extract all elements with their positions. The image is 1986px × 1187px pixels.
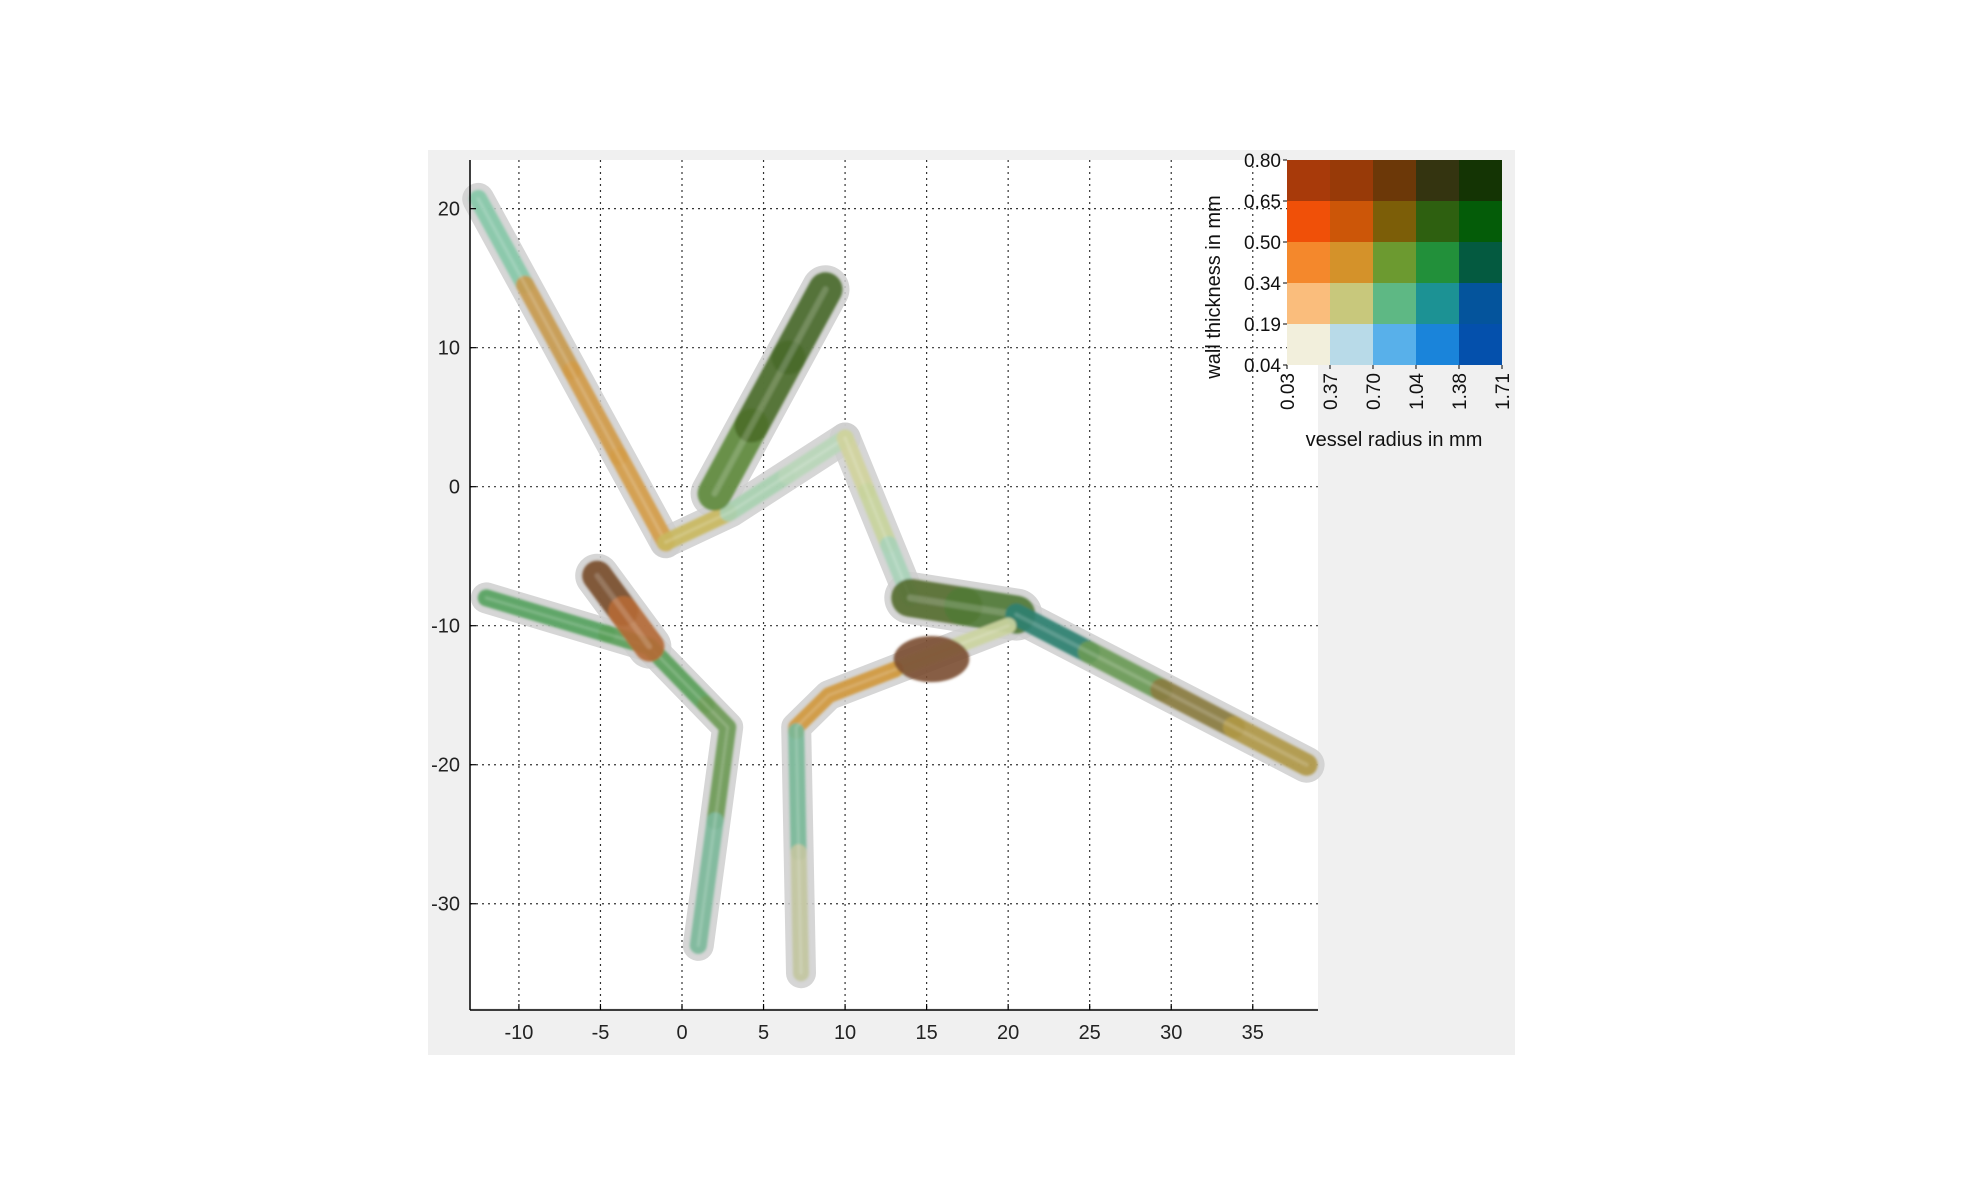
legend-x-tick-label: 1.71: [1493, 373, 1514, 410]
x-tick-label: 35: [1242, 1022, 1264, 1044]
vessel-body-group: [469, 189, 1318, 982]
legend-y-tick-label: 0.80: [1244, 151, 1281, 172]
legend-y-tick-label: 0.34: [1244, 274, 1281, 295]
legend-y-tick-label: 0.19: [1244, 315, 1281, 336]
legend-ylabel: wall thickness in mm: [1203, 195, 1225, 379]
legend-cell: [1416, 283, 1459, 324]
legend-cell: [1416, 242, 1459, 283]
vessel-highlight: [711, 286, 829, 497]
legend-cell: [1287, 160, 1330, 201]
vessel-highlight: [664, 436, 847, 544]
legend-cell: [1373, 201, 1416, 242]
legend-cell: [1373, 283, 1416, 324]
y-tick-label: -20: [431, 755, 460, 777]
legend-y-tick-label: 0.04: [1244, 356, 1281, 377]
legend-cell: [1287, 242, 1330, 283]
vessel-bulb: [893, 635, 970, 683]
vessel-highlight: [484, 596, 730, 947]
x-tick-label: 15: [915, 1022, 937, 1044]
x-tick-label: -5: [592, 1022, 610, 1044]
y-tick-label: 10: [438, 338, 460, 360]
legend-cell: [1459, 283, 1502, 324]
x-tick-label: 0: [676, 1022, 687, 1044]
color-legend: wall thickness in mm vessel radius in mm…: [1203, 151, 1514, 451]
legend-cell: [1459, 242, 1502, 283]
legend-cell: [1287, 283, 1330, 324]
tick-labels: -10 -5 0 5 10 15 20 25 30 35 20 10 0 -10 -20 -30: [431, 199, 1264, 1044]
legend-xlabel: vessel radius in mm: [1306, 429, 1483, 451]
legend-x-tick-label: 0.03: [1278, 373, 1299, 410]
x-tick-label: 10: [834, 1022, 856, 1044]
legend-cell: [1416, 160, 1459, 201]
legend-cell: [1459, 201, 1502, 242]
legend-cell: [1330, 160, 1373, 201]
legend-cell: [1373, 160, 1416, 201]
legend-cell: [1287, 201, 1330, 242]
legend-cell: [1330, 242, 1373, 283]
legend-cell: [1416, 201, 1459, 242]
legend-cell: [1287, 324, 1330, 365]
legend-cell: [1459, 160, 1502, 201]
vessel-highlight: [843, 436, 912, 600]
x-tick-label: 30: [1160, 1022, 1182, 1044]
y-tick-label: 0: [449, 477, 460, 499]
y-tick-label: 20: [438, 199, 460, 221]
legend-x-tick-label: 0.70: [1364, 373, 1385, 410]
legend-cell: [1459, 324, 1502, 365]
legend-cell: [1373, 242, 1416, 283]
x-tick-label: 20: [997, 1022, 1019, 1044]
x-tick-label: -10: [504, 1022, 533, 1044]
vessel-tree: [462, 182, 1325, 989]
legend-cell: [1330, 324, 1373, 365]
legend-y-tick-label: 0.50: [1244, 233, 1281, 254]
y-tick-label: -30: [431, 894, 460, 916]
vessel-highlight: [594, 573, 653, 650]
legend-x-tick-label: 1.04: [1407, 373, 1428, 410]
legend-x-tick-label: 1.38: [1450, 373, 1471, 410]
legend-cell: [1373, 324, 1416, 365]
vessel-highlight: [1014, 612, 1309, 767]
y-tick-label: -10: [431, 616, 460, 638]
legend-cell: [1330, 283, 1373, 324]
legend-cell: [1330, 201, 1373, 242]
vessel-highlight: [476, 197, 668, 544]
legend-y-tick-label: 0.65: [1244, 192, 1281, 213]
x-tick-label: 25: [1079, 1022, 1101, 1044]
x-tick-label: 5: [758, 1022, 769, 1044]
legend-x-tick-label: 0.37: [1321, 373, 1342, 410]
vessel-highlight: [906, 594, 1020, 619]
legend-cell: [1416, 324, 1459, 365]
axes: [469, 160, 1318, 1011]
